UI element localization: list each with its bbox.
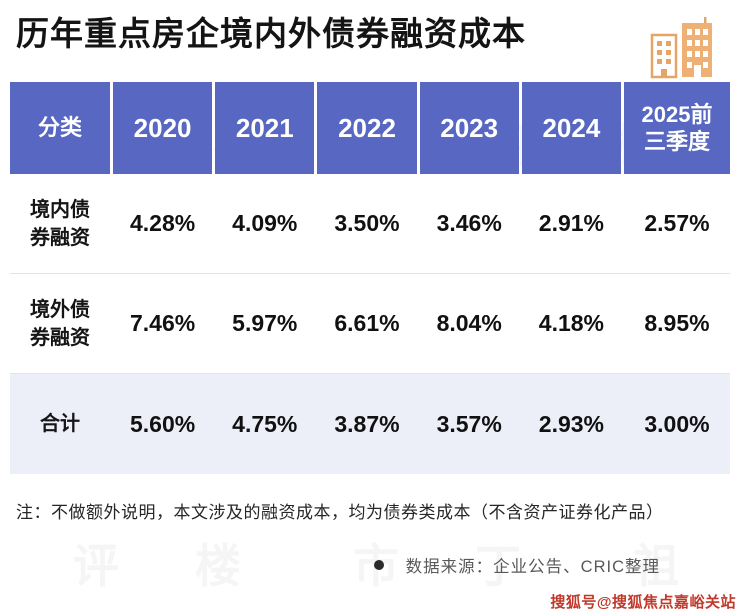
column-header: 2020 bbox=[113, 82, 213, 174]
source-row: 数据来源：企业公告、CRIC整理 bbox=[10, 553, 660, 577]
value-cell: 2.57% bbox=[644, 210, 710, 236]
column-header: 2024 bbox=[521, 82, 621, 174]
value-cell: 2.93% bbox=[538, 410, 604, 437]
value-cell: 8.95% bbox=[644, 310, 710, 336]
table-row: 合计 5.60% 4.75% 3.87% 3.57% 2.93% 3.00% bbox=[10, 374, 730, 474]
row-label: 境内债券融资 bbox=[30, 198, 90, 249]
bullet-icon bbox=[373, 560, 384, 570]
value-cell: 7.46% bbox=[129, 310, 196, 336]
value-cell: 4.09% bbox=[232, 210, 298, 236]
column-header: 2023 bbox=[419, 82, 519, 174]
value-cell: 3.57% bbox=[436, 410, 502, 437]
value-cell: 2.91% bbox=[538, 210, 604, 236]
column-header: 2025前三季度 bbox=[623, 82, 730, 174]
table-row: 境外债券融资 7.46% 5.97% 6.61% 8.04% 4.18% 8.95% bbox=[10, 274, 730, 374]
value-cell: 3.87% bbox=[334, 410, 400, 437]
table-header-row: 分类 2020 2021 2022 2023 2024 2025前三季度 bbox=[10, 82, 730, 174]
header-bar: 历年重点房企境内外债券融资成本 bbox=[10, 0, 730, 79]
value-cell: 3.00% bbox=[644, 410, 710, 437]
value-cell: 5.60% bbox=[129, 410, 196, 437]
column-header: 2022 bbox=[317, 82, 417, 174]
value-cell: 4.28% bbox=[129, 210, 196, 236]
row-label: 合计 bbox=[40, 413, 80, 435]
value-cell: 3.46% bbox=[436, 210, 502, 236]
value-cell: 4.75% bbox=[232, 410, 298, 437]
note-text: 注：不做额外说明，本文涉及的融资成本，均为债券类成本（不含资产证券化产品） bbox=[16, 503, 664, 522]
financing-cost-table: 分类 2020 2021 2022 2023 2024 2025前三季度境内债券融资 4.28… bbox=[10, 82, 730, 474]
column-header: 2021 bbox=[215, 82, 315, 174]
column-header: 分类 bbox=[10, 82, 110, 174]
value-cell: 4.18% bbox=[538, 310, 604, 336]
data-source-text: 数据来源：企业公告、CRIC整理 bbox=[405, 558, 660, 576]
value-cell: 8.04% bbox=[436, 310, 502, 336]
building-icon bbox=[650, 17, 712, 79]
table-row: 境内债券融资 4.28% 4.09% 3.50% 3.46% 2.91% 2.57% bbox=[10, 174, 730, 274]
value-cell: 5.97% bbox=[232, 310, 298, 336]
value-cell: 6.61% bbox=[334, 310, 400, 336]
footer-watermark: 搜狐号@搜狐焦点嘉峪关站 bbox=[550, 594, 736, 611]
value-cell: 3.50% bbox=[334, 210, 400, 236]
row-label: 境外债券融资 bbox=[30, 298, 90, 349]
page-title: 历年重点房企境内外债券融资成本 bbox=[16, 15, 526, 52]
